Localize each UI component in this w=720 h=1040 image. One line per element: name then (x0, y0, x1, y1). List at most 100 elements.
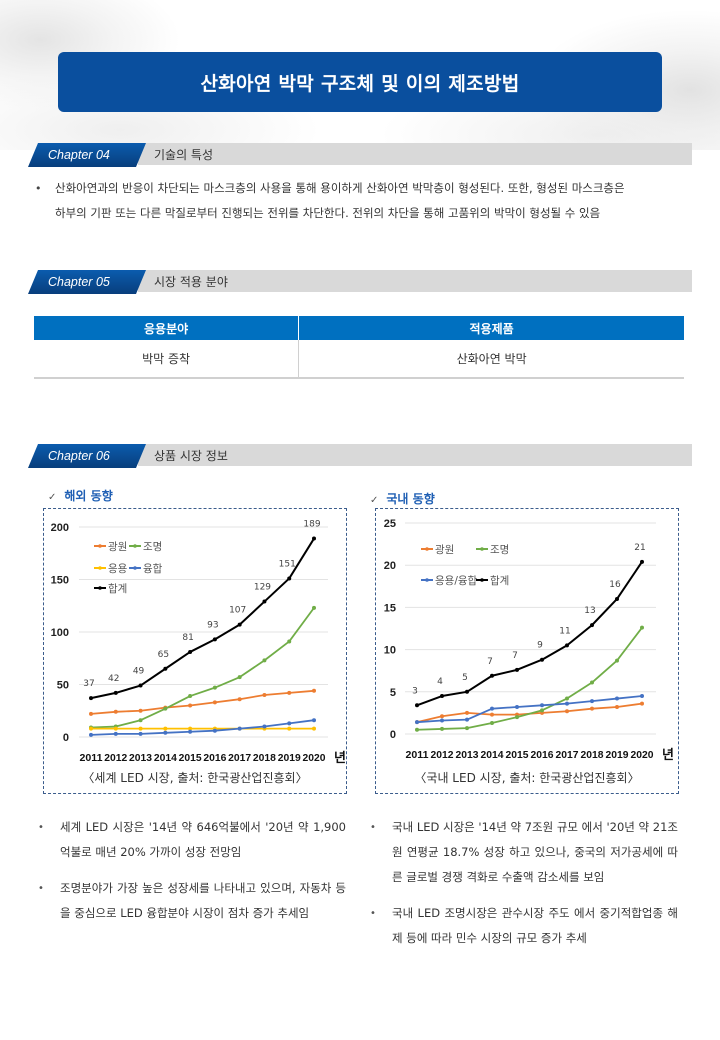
legend-label: 융합 (143, 563, 163, 575)
x-tick-label: 2019 (278, 753, 301, 764)
x-tick-label: 2016 (203, 753, 226, 764)
chapter-tag: Chapter 04 (28, 143, 146, 167)
series-line (416, 695, 643, 724)
series-line (416, 627, 643, 731)
data-point (312, 718, 316, 723)
legend-marker (480, 547, 484, 551)
data-point (237, 697, 242, 702)
data-label: 3 (412, 686, 418, 696)
data-point (113, 690, 118, 695)
overseas-bullets: 세계 LED 시장은 '14년 약 646억불에서 '20년 약 1,900억불… (34, 815, 346, 937)
x-tick-label: 2017 (556, 750, 579, 761)
data-point (287, 690, 292, 695)
table-header-cell: 적용제품 (298, 316, 684, 340)
data-point (138, 708, 143, 713)
data-label: 129 (254, 583, 271, 593)
data-point (515, 667, 519, 672)
data-point (262, 599, 267, 604)
data-label: 81 (182, 633, 193, 643)
data-point (163, 666, 168, 671)
data-label: 21 (634, 543, 645, 553)
series-line (90, 719, 315, 736)
data-label: 107 (229, 606, 246, 616)
overseas-trend-heading: ✓ 해외 동향 (48, 487, 113, 504)
tech-text-line-1: 산화아연과의 반응이 차단되는 마스크층의 사용을 통해 용이하게 산화아연 박… (55, 181, 625, 195)
table-header-row: 응용분야 적용제품 (34, 316, 684, 340)
data-point (440, 726, 444, 731)
x-tick-label: 2013 (456, 750, 479, 761)
chapter-label: 상품 시장 정보 (154, 449, 228, 463)
data-point (212, 728, 217, 733)
list-item: 조명분야가 가장 높은 성장세를 나타내고 있으며, 자동차 등을 중심으로 L… (34, 876, 346, 926)
y-tick-label: 5 (390, 687, 396, 699)
overseas-heading-label: 해외 동향 (64, 489, 113, 503)
data-point (163, 730, 168, 735)
legend-marker (98, 586, 102, 590)
x-tick-label: 2019 (606, 750, 629, 761)
legend-marker (133, 566, 137, 570)
data-point (590, 680, 594, 685)
data-point (565, 701, 569, 706)
data-point (312, 688, 316, 693)
domestic-led-market-chart: 0 5 10 15 20 25 2011 2012 2013 2014 2015 2016 2017 20… (375, 508, 679, 794)
legend-label: 광원 (435, 544, 454, 556)
data-point (440, 714, 444, 719)
world-led-chart-svg: 0 50 100 150 200 2011 2012 2013 2014 2015 2016 2017… (51, 520, 346, 766)
chapter-bar-background (138, 270, 692, 292)
x-tick-label: 2015 (179, 753, 202, 764)
legend-label: 조명 (143, 541, 162, 553)
data-point (287, 726, 292, 731)
x-tick-label: 2012 (431, 750, 454, 761)
data-point (312, 726, 316, 731)
chapter-tag: Chapter 06 (28, 444, 146, 468)
data-point (465, 710, 469, 715)
data-label: 13 (584, 606, 595, 616)
legend-marker (480, 578, 484, 582)
data-point (565, 709, 569, 714)
domestic-bullets: 국내 LED 시장은 '14년 약 7조원 규모 에서 '20년 약 21조원 … (366, 815, 678, 962)
data-point (415, 727, 419, 732)
data-point (188, 703, 193, 708)
legend-label: 합계 (490, 575, 509, 587)
data-point (490, 721, 494, 726)
x-tick-label: 2018 (581, 750, 604, 761)
data-point (640, 625, 644, 630)
x-axis-unit: 년 (662, 748, 674, 763)
data-point (565, 643, 569, 648)
data-label: 7 (512, 651, 518, 661)
data-point (590, 623, 594, 628)
data-point (490, 706, 494, 711)
data-point (113, 731, 118, 736)
legend-label: 합계 (108, 583, 127, 595)
data-point (515, 715, 519, 720)
data-point (565, 696, 569, 701)
data-point (465, 689, 469, 694)
x-tick-label: 2014 (154, 753, 177, 764)
y-tick-label: 25 (384, 518, 396, 530)
data-point (138, 683, 143, 688)
data-point (212, 700, 217, 705)
data-point (490, 712, 494, 717)
data-label: 151 (279, 559, 296, 569)
chapter-tag: Chapter 05 (28, 270, 146, 294)
data-label: 65 (158, 650, 169, 660)
data-point (188, 729, 193, 734)
data-point (540, 708, 544, 713)
x-tick-label: 2012 (104, 753, 127, 764)
chapter-bar-background (138, 444, 692, 466)
legend-label: 광원 (108, 541, 127, 553)
chapter-label: 시장 적용 분야 (154, 275, 228, 289)
data-point (212, 637, 217, 642)
legend-marker (98, 566, 102, 570)
data-point (237, 726, 242, 731)
data-point (312, 536, 316, 541)
data-label: 16 (609, 580, 621, 590)
bullet-dot: • (35, 182, 42, 195)
data-point (590, 699, 594, 704)
data-label: 189 (303, 520, 320, 530)
y-tick-label: 0 (63, 732, 69, 744)
data-point (465, 726, 469, 731)
domestic-heading-label: 국내 동향 (386, 492, 435, 506)
legend-marker (133, 544, 137, 548)
list-item: 국내 LED 시장은 '14년 약 7조원 규모 에서 '20년 약 21조원 … (366, 815, 678, 890)
